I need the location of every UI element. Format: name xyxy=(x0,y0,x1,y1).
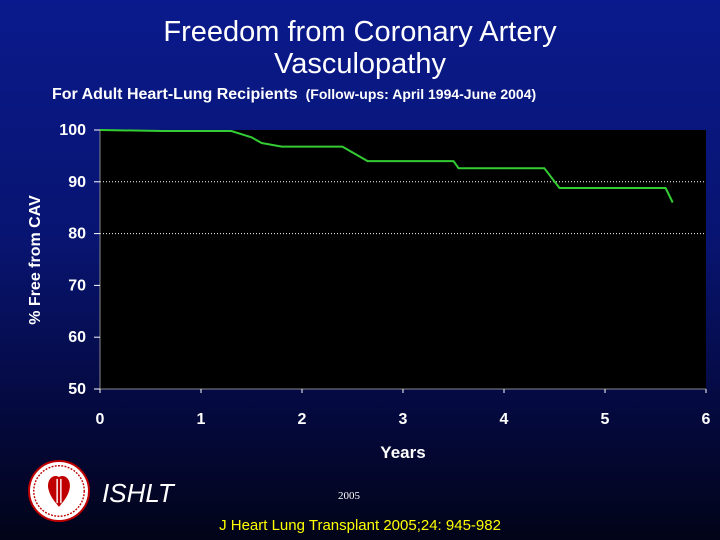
x-tick-label: 5 xyxy=(601,411,610,428)
x-tick-label: 0 xyxy=(96,411,105,428)
title-line-1: Freedom from Coronary Artery xyxy=(163,16,557,48)
x-tick-label: 3 xyxy=(399,411,408,428)
chart-title: Freedom from Coronary Artery Vasculopath… xyxy=(0,16,720,80)
x-tick-label: 2 xyxy=(298,411,307,428)
subtitle-main: For Adult Heart-Lung Recipients xyxy=(52,86,298,103)
subtitle-followups: (Follow-ups: April 1994-June 2004) xyxy=(305,86,537,102)
chart-subtitle: For Adult Heart-Lung Recipients (Follow-u… xyxy=(52,86,536,104)
y-tick-label: 70 xyxy=(68,277,86,294)
y-tick-label: 90 xyxy=(68,174,86,191)
x-tick-labels: 0 1 2 3 4 5 6 xyxy=(96,389,711,428)
x-axis-label: Years xyxy=(380,443,425,462)
survival-chart: 100 90 80 70 60 50 0 1 2 3 4 5 6 % Free from CAV Ye… xyxy=(27,122,711,462)
y-tick-label: 80 xyxy=(68,226,86,243)
series-line-freedom-from-cav xyxy=(99,129,674,203)
ishlt-heart-lungs-logo-icon xyxy=(33,465,85,517)
plot-area xyxy=(100,130,706,389)
year-label: 2005 xyxy=(338,490,360,502)
citation: J Heart Lung Transplant 2005;24: 945-982 xyxy=(219,517,501,534)
ishlt-label: ISHLT xyxy=(102,478,174,508)
x-tick-label: 1 xyxy=(197,411,206,428)
y-tick-labels: 100 90 80 70 60 50 xyxy=(59,122,100,398)
y-tick-label: 60 xyxy=(68,329,86,346)
x-tick-label: 6 xyxy=(702,411,711,428)
y-tick-label: 100 xyxy=(59,122,86,139)
gridlines xyxy=(100,181,706,235)
y-axis-label: % Free from CAV xyxy=(27,195,44,325)
ishlt-logo xyxy=(28,460,90,522)
title-line-2: Vasculopathy xyxy=(274,48,446,80)
y-tick-label: 50 xyxy=(68,381,86,398)
x-tick-label: 4 xyxy=(500,411,509,428)
